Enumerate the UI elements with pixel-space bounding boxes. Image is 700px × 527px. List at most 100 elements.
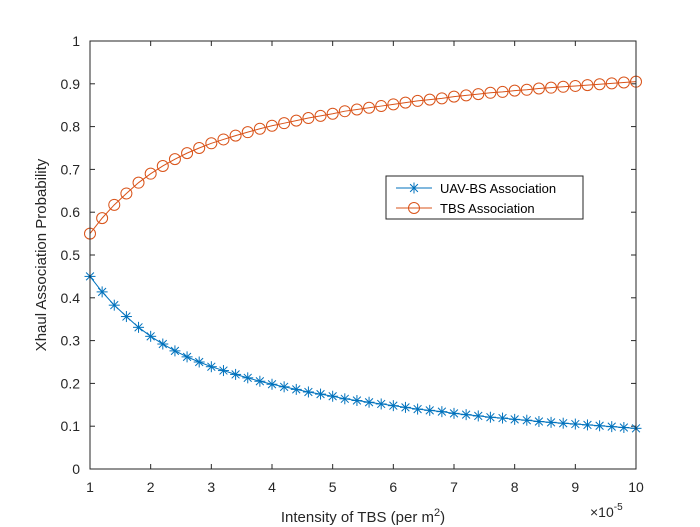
data-point [217,365,229,377]
data-point [617,76,630,89]
data-point [96,286,108,298]
data-point [278,117,291,130]
data-point [229,129,242,142]
data-point [290,114,303,127]
legend-label: UAV-BS Association [440,181,556,196]
y-tick-label: 0.2 [61,375,81,391]
axes-box [89,40,637,470]
data-point [448,407,460,419]
data-point [350,103,363,116]
data-point [181,351,193,363]
y-tick-label: 1 [72,33,80,49]
series-line [89,276,637,429]
data-point [241,126,254,139]
data-point [96,212,109,225]
data-point [593,78,606,91]
legend: UAV-BS Association TBS Association [385,175,584,220]
legend-label: TBS Association [440,201,535,216]
data-point [545,416,557,428]
y-tick-label: 0.9 [61,76,81,92]
data-point [618,421,630,433]
series-tbs [84,75,642,240]
legend-entry: UAV-BS Association [396,181,556,196]
plot-area [90,41,636,469]
data-point [508,84,521,97]
data-point [193,142,206,154]
data-point [606,421,618,433]
data-point [436,406,448,418]
data-point [133,321,145,333]
data-point [497,412,509,424]
x-tick-label: 1 [86,479,94,495]
data-point [460,409,472,421]
data-point [387,400,399,412]
y-tick-label: 0.5 [61,247,81,263]
data-point [363,396,375,408]
data-point [448,90,460,103]
data-point [144,167,157,180]
data-point [484,86,497,99]
data-point [520,83,533,96]
data-point [496,85,509,98]
y-tick-label: 0.4 [61,290,81,306]
tick-labels: 1 2 3 4 5 6 7 8 9 10 0 0.1 0.2 0.3 0.4 0.5 0.6 0.7 0.8 0.9 1 [61,33,644,495]
data-point [375,100,388,113]
data-point [351,395,363,407]
data-point [290,383,302,395]
data-point [569,418,581,430]
data-point [278,381,290,393]
y-tick-label: 0.6 [61,204,81,220]
x-tick-label: 10 [628,479,644,495]
data-point [532,82,545,95]
x-axis-multiplier: ×10-5 [590,502,623,520]
legend-box [385,175,584,220]
data-point [557,417,569,429]
legend-entries: UAV-BS Association TBS Association [396,181,556,216]
x-tick-label: 6 [389,479,397,495]
data-point [484,411,496,423]
x-tick-label: 8 [511,479,519,495]
data-point [363,101,376,114]
x-tick-label: 3 [207,479,215,495]
x-axis-label: Intensity of TBS (per m2) [281,507,445,526]
data-point [387,98,400,111]
data-point [205,361,217,373]
data-point [424,404,436,416]
series-line [89,81,637,234]
legend-marker [408,202,420,214]
series-uav-bs [84,270,642,434]
y-axis-label: Xhaul Association Probability [33,158,50,351]
data-point [460,89,473,102]
data-point [533,415,545,427]
data-point [326,107,339,120]
x-tick-label: 4 [268,479,276,495]
data-point [338,105,351,118]
data-point [168,153,181,166]
data-point [411,94,424,107]
data-point [205,137,218,150]
data-point [254,375,266,387]
data-point [157,338,169,350]
data-point [120,311,132,323]
x-tick-label: 7 [450,479,458,495]
series-layer [84,75,642,434]
data-point [108,198,121,211]
data-point [266,119,278,132]
data-point [521,414,533,426]
data-point [581,419,593,431]
data-point [545,81,558,94]
data-point [181,147,194,160]
data-point [569,79,582,92]
data-point [108,299,120,311]
data-point [253,122,266,135]
legend-entry: TBS Association [396,201,535,216]
data-point [145,330,157,342]
data-point [193,356,205,368]
data-point [266,378,278,390]
data-point [399,96,412,109]
data-point [375,398,387,410]
data-point [314,109,327,122]
data-point [242,372,254,384]
y-tick-label: 0.1 [61,418,81,434]
